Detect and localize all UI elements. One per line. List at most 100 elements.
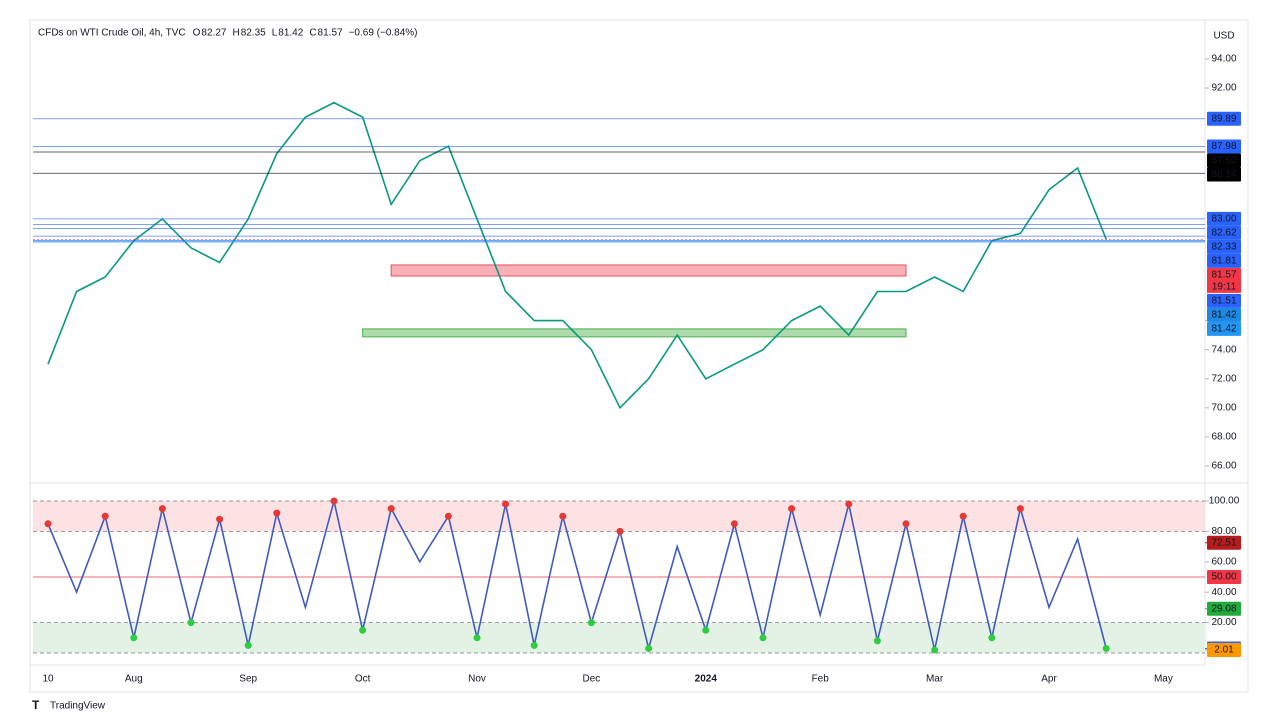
signal-dot <box>559 512 567 520</box>
level-label: 81.81 <box>1211 256 1236 267</box>
y-tick-label: 100.00 <box>1209 496 1240 507</box>
currency: USD <box>1213 31 1234 42</box>
signal-dot <box>616 527 624 535</box>
level-label: 87.60 <box>1211 155 1236 166</box>
header-text: O <box>193 28 201 39</box>
header-text: 81.57 <box>318 28 343 39</box>
level-label-bg <box>1207 211 1241 226</box>
band <box>33 501 1205 532</box>
level-label: 86.14 <box>1211 169 1236 180</box>
level-label-bg <box>1207 225 1241 240</box>
signal-dot <box>330 497 338 505</box>
header-text: C <box>309 28 316 39</box>
y-tick-label: 68.00 <box>1211 432 1236 443</box>
level-label-bg <box>1207 267 1241 282</box>
footer-logo: T TradingView <box>32 698 106 712</box>
chart-frame <box>29 19 1249 693</box>
level-label-bg <box>1207 253 1241 268</box>
band <box>33 622 1205 653</box>
signal-dot <box>902 520 910 528</box>
signal-dot <box>44 520 52 528</box>
signal-dot <box>873 637 881 645</box>
signal-dot <box>359 626 367 634</box>
level-label: 89.89 <box>1211 113 1236 124</box>
x-tick-label: Feb <box>812 674 830 685</box>
y-tick-label: 80.00 <box>1211 526 1236 537</box>
level-label-bg <box>1207 239 1241 254</box>
countdown: 19:11 <box>1212 282 1237 293</box>
signal-dot <box>502 500 510 508</box>
signal-dot <box>130 634 138 642</box>
level-label: 2.01 <box>1214 645 1234 656</box>
level-label-bg <box>1207 535 1241 550</box>
y-tick-label: 92.00 <box>1211 83 1236 94</box>
level-label-bg <box>1207 321 1241 336</box>
x-tick-label: Nov <box>468 674 486 685</box>
signal-dot <box>273 509 281 517</box>
level-label: 81.42 <box>1211 310 1236 321</box>
level-label-bg <box>1207 153 1241 168</box>
logo-mark: T <box>32 698 40 712</box>
level-label-bg <box>1207 111 1241 126</box>
signal-dot <box>530 641 538 649</box>
y-tick-label: 66.00 <box>1211 461 1236 472</box>
signal-dot <box>845 500 853 508</box>
signal-dot <box>788 505 796 513</box>
signal-dot <box>759 634 767 642</box>
y-tick-label: 94.00 <box>1211 54 1236 65</box>
x-tick-label: 10 <box>42 674 54 685</box>
x-tick-label: Mar <box>926 674 944 685</box>
level-label: 81.57 <box>1211 270 1236 281</box>
signal-dot <box>988 634 996 642</box>
level-label-bg <box>1207 642 1241 657</box>
signal-dot <box>587 619 595 627</box>
x-tick-label: Sep <box>239 674 257 685</box>
level-label: 81.42 <box>1211 324 1236 335</box>
level-label: 29.08 <box>1211 603 1236 614</box>
y-tick-label: 40.00 <box>1211 587 1236 598</box>
brand: TradingView <box>50 701 106 712</box>
zone <box>362 328 907 338</box>
header-text: L <box>272 28 278 39</box>
level-label: 50.00 <box>1211 572 1236 583</box>
x-tick-label: Apr <box>1041 674 1057 685</box>
signal-dot <box>244 641 252 649</box>
signal-dot <box>444 512 452 520</box>
zone <box>390 264 907 277</box>
x-tick-label: Dec <box>583 674 601 685</box>
signal-dot <box>187 619 195 627</box>
level-label-bg <box>1207 167 1241 182</box>
signal-dot <box>645 644 653 652</box>
level-label-bg <box>1207 293 1241 308</box>
signal-dot <box>931 646 939 654</box>
signal-dot <box>101 512 109 520</box>
signal-dot <box>473 634 481 642</box>
signal-dot <box>702 626 710 634</box>
x-tick-label: Oct <box>355 674 371 685</box>
level-label-bg <box>1207 570 1241 584</box>
level-label-bg <box>1207 307 1241 322</box>
level-label: 81.51 <box>1211 296 1236 307</box>
level-label-bg <box>1207 601 1241 616</box>
header-text: 82.35 <box>241 28 266 39</box>
x-tick-label: May <box>1154 674 1173 685</box>
y-tick-label: 60.00 <box>1211 556 1236 567</box>
header-text: −0.69 (−0.84%) <box>349 28 418 39</box>
y-tick-label: 74.00 <box>1211 344 1236 355</box>
header: CFDs on WTI Crude Oil, 4h, TVC O 82.27 H 82.… <box>38 28 418 39</box>
y-tick-label: 70.00 <box>1211 402 1236 413</box>
header-text: 81.42 <box>278 28 303 39</box>
signal-dot <box>730 520 738 528</box>
level-label: 82.62 <box>1211 228 1236 239</box>
signal-dot <box>1102 644 1110 652</box>
level-label: 83.00 <box>1211 214 1236 225</box>
level-label: 82.33 <box>1211 242 1236 253</box>
series-line <box>47 500 1107 652</box>
x-tick-label: Aug <box>125 674 143 685</box>
signal-dot <box>158 505 166 513</box>
signal-dot <box>216 515 224 523</box>
series-line <box>47 101 1107 410</box>
header-text: 82.27 <box>201 28 226 39</box>
level-label: 72.51 <box>1211 537 1236 548</box>
